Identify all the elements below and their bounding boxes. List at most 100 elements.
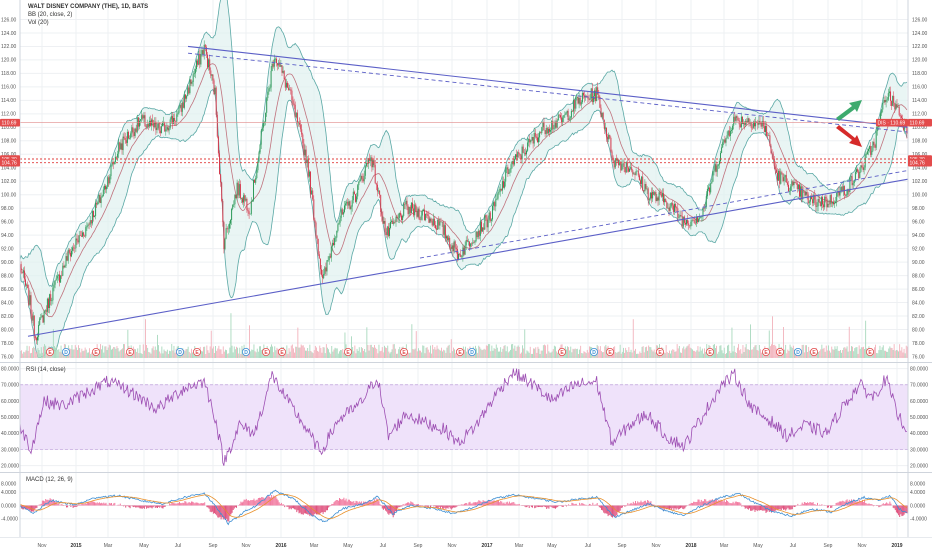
earnings-marker[interactable]: E xyxy=(558,347,567,356)
candle-body xyxy=(98,195,100,202)
earnings-marker[interactable]: E xyxy=(776,347,785,356)
time-axis-bg[interactable] xyxy=(0,538,932,550)
resistance-trendline-dashed[interactable] xyxy=(187,52,908,133)
earnings-marker[interactable]: E xyxy=(92,347,101,356)
candle-body xyxy=(767,135,769,137)
volume-bar xyxy=(530,353,532,358)
macd-histogram-bar xyxy=(692,503,693,506)
macd-histogram-bar xyxy=(26,505,28,510)
macd-histogram-bar xyxy=(233,505,235,509)
volume-bar xyxy=(274,346,276,358)
x-tick-label: May xyxy=(753,543,763,549)
volume-bar xyxy=(239,347,241,358)
support-trendline-dashed[interactable] xyxy=(419,170,908,259)
volume-bar xyxy=(740,349,742,358)
level-badge-left-text: 104.76 xyxy=(2,160,18,166)
macd-histogram-bar xyxy=(688,504,690,506)
volume-bar xyxy=(820,349,822,358)
earnings-marker[interactable]: E xyxy=(277,347,286,356)
dividend-marker[interactable]: D xyxy=(241,347,250,356)
volume-bar xyxy=(586,349,588,358)
bearish-arrow-icon[interactable] xyxy=(836,125,862,147)
candle-body xyxy=(358,181,360,186)
macd-histogram-bar xyxy=(424,505,426,507)
earnings-marker[interactable]: E xyxy=(126,347,135,356)
bullish-arrow-icon[interactable] xyxy=(836,100,862,121)
dividend-marker[interactable]: D xyxy=(467,347,476,356)
volume-bar xyxy=(729,351,731,358)
candle-body xyxy=(568,118,570,120)
macd-histogram-bar xyxy=(881,504,883,506)
macd-histogram-bar xyxy=(360,501,362,506)
candle-body xyxy=(506,167,508,170)
earnings-marker[interactable]: E xyxy=(656,347,665,356)
candle-body xyxy=(762,120,764,127)
macd-histogram-bar xyxy=(450,505,452,510)
volume-bar xyxy=(32,348,33,358)
volume-bar xyxy=(495,344,497,358)
earnings-marker[interactable]: E xyxy=(810,347,819,356)
candle-body xyxy=(390,222,391,228)
support-trendline[interactable] xyxy=(27,178,908,337)
volume-bar xyxy=(219,349,221,358)
macd-histogram-bar xyxy=(202,503,203,506)
volume-bar xyxy=(727,345,728,358)
volume-bar xyxy=(393,344,395,358)
volume-bar xyxy=(74,345,76,358)
earnings-marker[interactable]: E xyxy=(261,347,270,356)
candle-body xyxy=(378,190,379,192)
volume-bar xyxy=(57,349,59,358)
earnings-marker[interactable]: E xyxy=(455,347,464,356)
dividend-marker[interactable]: D xyxy=(62,347,71,356)
y-tick-label-left: 94.00 xyxy=(1,233,14,239)
volume-bar xyxy=(877,353,879,358)
earnings-marker[interactable]: E xyxy=(192,347,201,356)
volume-bar xyxy=(842,350,844,358)
volume-bar xyxy=(102,345,104,358)
volume-bar xyxy=(549,352,551,358)
candle-body xyxy=(549,128,550,132)
earnings-marker[interactable]: E xyxy=(762,347,771,356)
earnings-marker[interactable]: E xyxy=(866,347,875,356)
macd-histogram-bar xyxy=(225,505,226,520)
volume-bar xyxy=(804,345,806,358)
candle-body xyxy=(321,269,322,275)
macd-histogram-bar xyxy=(797,503,799,506)
macd-histogram-bar xyxy=(863,502,865,506)
dividend-marker[interactable]: D xyxy=(590,347,599,356)
earnings-marker[interactable]: E xyxy=(343,347,352,356)
macd-histogram-bar xyxy=(561,505,563,507)
macd-histogram-bar xyxy=(458,504,460,506)
macd-histogram-bar xyxy=(716,498,718,506)
candle-body xyxy=(829,194,831,205)
macd-pane[interactable] xyxy=(20,489,908,526)
symbol-price-badge: DIS · 110.69 xyxy=(876,118,908,127)
macd-histogram-bar xyxy=(677,505,679,510)
resistance-trendline[interactable] xyxy=(187,45,908,128)
candle-body xyxy=(114,156,116,163)
candle-body xyxy=(702,208,704,217)
volume-bar xyxy=(73,349,75,358)
dividend-marker[interactable]: D xyxy=(175,347,184,356)
macd-histogram-bar xyxy=(728,502,730,506)
macd-histogram-bar xyxy=(544,505,545,507)
volume-bar xyxy=(307,348,309,358)
volume-bar xyxy=(512,344,514,358)
earnings-marker[interactable]: E xyxy=(706,347,715,356)
volume-bar xyxy=(898,351,899,358)
rsi-pane[interactable] xyxy=(20,368,908,466)
earnings-marker[interactable]: E xyxy=(399,347,408,356)
volume-bar xyxy=(319,345,321,358)
dividend-marker[interactable]: D xyxy=(794,347,803,356)
volume-bar xyxy=(722,353,724,358)
candle-body xyxy=(703,208,705,209)
earnings-marker[interactable]: E xyxy=(46,347,55,356)
candle-body xyxy=(173,118,174,124)
macd-histogram-bar xyxy=(491,501,493,506)
volume-bar xyxy=(379,351,381,358)
candle-body xyxy=(488,212,490,220)
macd-histogram-bar xyxy=(284,505,286,508)
earnings-marker[interactable]: E xyxy=(606,347,615,356)
